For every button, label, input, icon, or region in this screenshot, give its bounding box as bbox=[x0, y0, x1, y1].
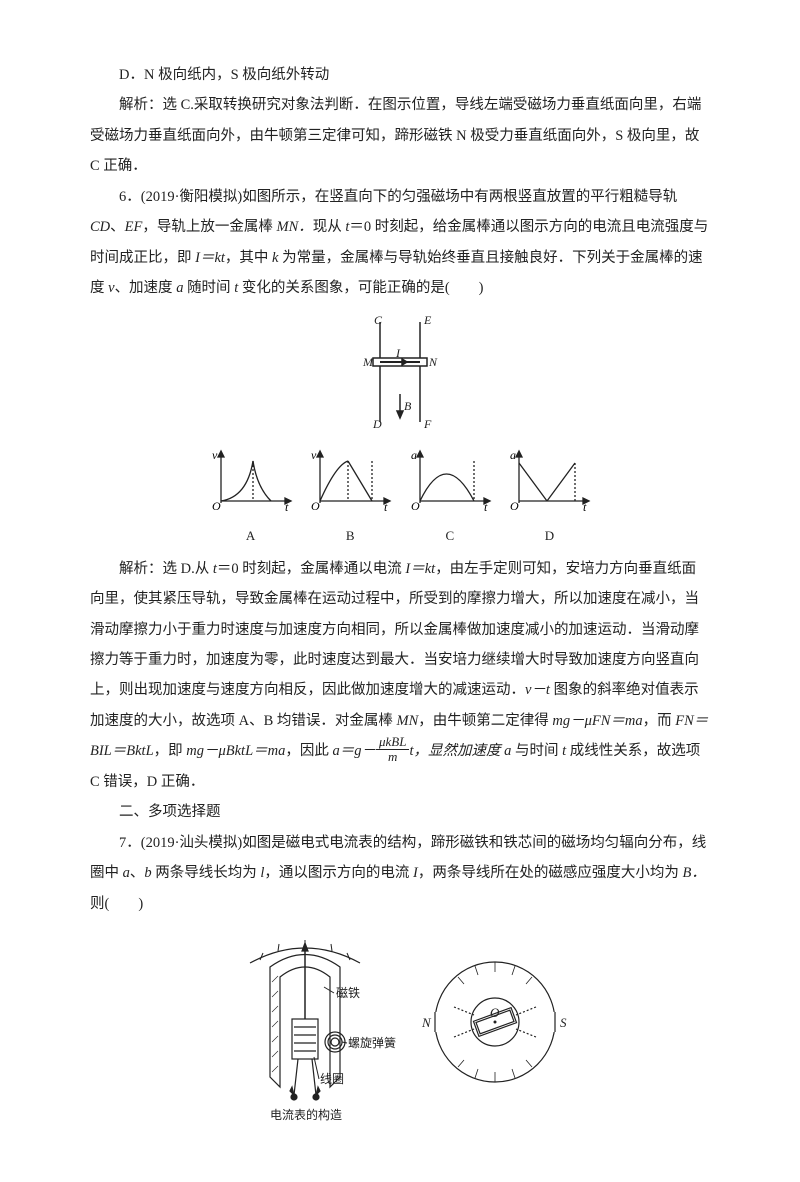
q7-text-5: ，两条导线所在处的磁感应强度大小均为 bbox=[418, 865, 683, 881]
graph-B: v O t B bbox=[306, 447, 394, 550]
graphC-O: O bbox=[411, 499, 420, 513]
circuit-svg: C E M I N D B F bbox=[345, 312, 455, 432]
q6-exp-vt: v－t bbox=[525, 682, 550, 698]
q6-text-8: 随时间 bbox=[183, 280, 234, 296]
q6-MN: MN． bbox=[277, 219, 313, 235]
q6-eq3: mg－μBktL＝ma bbox=[186, 743, 285, 759]
q6-text-7: 、加速度 bbox=[115, 280, 177, 296]
q7-text-6: 则( ) bbox=[90, 896, 143, 912]
frac-den: m bbox=[376, 750, 409, 764]
frac-num: μkBL bbox=[376, 735, 409, 750]
q7-text-3: 两条导线长均为 bbox=[152, 865, 261, 881]
graphB-O: O bbox=[311, 499, 320, 513]
q6-CD: CD bbox=[90, 219, 110, 235]
q6-stem: 6．(2019·衡阳模拟)如图所示，在竖直向下的匀强磁场中有两根竖直放置的平行粗… bbox=[90, 182, 710, 304]
q6-EF: EF bbox=[125, 219, 143, 235]
q6-exp-2: ＝0 时刻起，金属棒通以电流 bbox=[217, 561, 406, 577]
graphC-y: a bbox=[411, 448, 417, 462]
label-O: O bbox=[490, 1005, 500, 1020]
graphC-label: C bbox=[406, 522, 494, 549]
graph-C: a O t C bbox=[406, 447, 494, 550]
label-magnet: 磁铁 bbox=[336, 985, 360, 1000]
q6-text-9: 变化的关系图象，可能正确的是( ) bbox=[238, 280, 483, 296]
q6-graphs: v O t A v O t bbox=[90, 447, 710, 550]
circuit-label-B: B bbox=[404, 399, 412, 413]
q6-exp-1: 解析：选 D.从 bbox=[119, 561, 213, 577]
label-caption: 电流表的构造 bbox=[270, 1107, 342, 1122]
q5-analysis: 解析：选 C.采取转换研究对象法判断．在图示位置，导线左端受磁场力垂直纸面向里，… bbox=[90, 90, 710, 181]
graphD-y: a bbox=[510, 448, 516, 462]
q6-exp-MN: MN bbox=[397, 713, 419, 729]
section-II: 二、多项选择题 bbox=[90, 797, 710, 827]
label-S: S bbox=[560, 1015, 567, 1030]
graphA-O: O bbox=[212, 499, 221, 513]
q5-option-d: D．N 极向纸内，S 极向纸外转动 bbox=[90, 60, 710, 90]
circuit-label-F: F bbox=[423, 417, 432, 431]
circuit-label-E: E bbox=[423, 313, 432, 327]
q7-figure: 磁铁 螺旋弹簧 线圈 电流表的构造 bbox=[90, 927, 710, 1138]
q6-text-5: ，其中 bbox=[225, 250, 272, 266]
q7-text-4: ，通以图示方向的电流 bbox=[264, 865, 413, 881]
q7-B: B． bbox=[683, 865, 706, 881]
q6-explain: 解析：选 D.从 t＝0 时刻起，金属棒通以电流 I＝kt，由左手定则可知，安培… bbox=[90, 554, 710, 798]
q6-exp-6: ，而 bbox=[643, 713, 676, 729]
q6-exp-9a: t，显然加速度 bbox=[409, 743, 504, 759]
q6-text-1: 6．(2019·衡阳模拟)如图所示，在竖直向下的匀强磁场中有两根竖直放置的平行粗… bbox=[119, 189, 677, 205]
q7-text-2: 、 bbox=[130, 865, 145, 881]
q6-text-3: 现从 bbox=[313, 219, 346, 235]
q6-exp-5: ，由牛顿第二定律得 bbox=[418, 713, 552, 729]
q6-eq1: mg－μFN＝ma bbox=[552, 713, 642, 729]
q6-exp-7: ，即 bbox=[154, 743, 187, 759]
q7-b: b bbox=[144, 865, 151, 881]
graphD-label: D bbox=[505, 522, 593, 549]
label-N: N bbox=[421, 1015, 432, 1030]
circuit-label-M: M bbox=[362, 355, 374, 369]
q6-exp-3: ，由左手定则可知，安培力方向垂直纸面向里，使其紧压导轨，导致金属棒在运动过程中，… bbox=[90, 561, 699, 699]
galvanometer-svg: 磁铁 螺旋弹簧 线圈 电流表的构造 bbox=[220, 927, 580, 1127]
q6-exp-Ikt: I＝kt bbox=[405, 561, 435, 577]
label-coil: 线圈 bbox=[320, 1072, 344, 1086]
label-spring: 螺旋弹簧 bbox=[348, 1035, 396, 1050]
q6-Ikt: I＝kt bbox=[195, 250, 225, 266]
graph-A: v O t A bbox=[207, 447, 295, 550]
q6-text-2: ，导轨上放一金属棒 bbox=[142, 219, 276, 235]
page: D．N 极向纸内，S 极向纸外转动 解析：选 C.采取转换研究对象法判断．在图示… bbox=[0, 0, 800, 1182]
graphA-label: A bbox=[207, 522, 295, 549]
circuit-label-N: N bbox=[428, 355, 438, 369]
q6-exp-8: ，因此 bbox=[285, 743, 332, 759]
q7-stem: 7．(2019·汕头模拟)如图是磁电式电流表的结构，蹄形磁铁和铁芯间的磁场均匀辐… bbox=[90, 828, 710, 919]
q6-circuit-figure: C E M I N D B F bbox=[90, 312, 710, 443]
graphD-O: O bbox=[510, 499, 519, 513]
q6-fraction: μkBLm bbox=[376, 735, 409, 765]
graph-D: a O t D bbox=[505, 447, 593, 550]
circuit-label-D: D bbox=[372, 417, 382, 431]
graphA-y: v bbox=[212, 448, 218, 462]
q6-eq4-lead: a＝g－ bbox=[333, 743, 377, 759]
circuit-label-C: C bbox=[374, 313, 383, 327]
graphB-label: B bbox=[306, 522, 394, 549]
q6-exp-10: 与时间 bbox=[511, 743, 562, 759]
q7-a: a bbox=[123, 865, 130, 881]
graphB-y: v bbox=[311, 448, 317, 462]
